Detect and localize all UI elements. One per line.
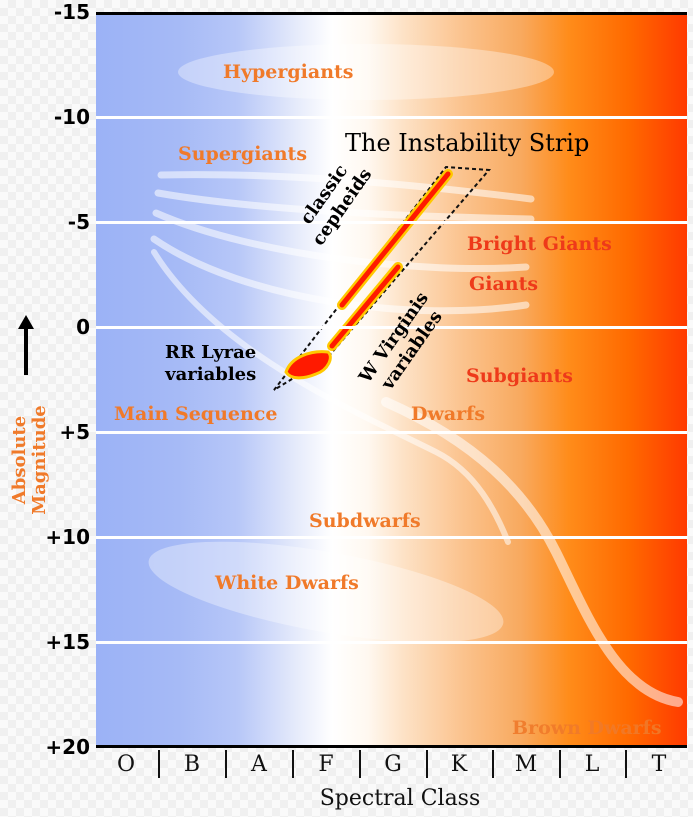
x-separator: [359, 750, 361, 778]
gridline: [96, 641, 687, 644]
gridline: [96, 431, 687, 434]
x-separator: [292, 750, 294, 778]
plot-area: [96, 12, 687, 748]
x-tick-G: G: [384, 752, 402, 777]
diagram-overlay: [148, 44, 683, 707]
x-tick-F: F: [318, 752, 334, 777]
x-separator: [225, 750, 227, 778]
gridline: [96, 221, 687, 224]
y-tick: 0: [76, 315, 90, 339]
rrlyrae-line1: RR Lyrae: [165, 342, 257, 363]
y-axis-title-line2: Magnitude: [29, 405, 50, 515]
y-tick: -5: [67, 210, 90, 234]
label-rr-lyrae: RR Lyrae variables: [165, 342, 256, 386]
y-tick: +5: [59, 420, 90, 444]
x-separator: [559, 750, 561, 778]
y-tick: +20: [45, 735, 90, 759]
instability-strip-title: The Instability Strip: [345, 129, 590, 157]
x-separator: [158, 750, 160, 778]
label-brown-dwarfs: Brown Dwarfs: [512, 717, 662, 739]
label-subgiants: Subgiants: [466, 365, 573, 387]
gridline: [96, 536, 687, 539]
x-tick-K: K: [450, 752, 468, 777]
label-subdwarfs: Subdwarfs: [309, 510, 421, 532]
x-tick-M: M: [514, 752, 538, 777]
y-axis-title: Absolute Magnitude: [9, 400, 50, 520]
up-arrow-icon: [18, 315, 34, 375]
x-separator: [426, 750, 428, 778]
y-axis-title-line1: Absolute: [9, 415, 30, 505]
label-supergiants: Supergiants: [178, 143, 308, 165]
label-bright-giants: Bright Giants: [467, 233, 612, 255]
x-tick-B: B: [183, 752, 201, 777]
y-tick: -15: [53, 0, 90, 24]
x-tick-L: L: [584, 752, 600, 777]
label-giants: Giants: [469, 273, 539, 295]
x-tick-T: T: [651, 752, 667, 777]
x-tick-A: A: [251, 752, 267, 777]
gridline: [96, 326, 687, 329]
gridline: [96, 116, 687, 119]
rrlyrae-line2: variables: [165, 364, 257, 385]
label-white-dwarfs: White Dwarfs: [215, 572, 359, 594]
y-tick: +15: [45, 630, 90, 654]
x-axis-line: [96, 745, 687, 748]
y-tick: +10: [45, 525, 90, 549]
top-border: [96, 12, 687, 15]
y-tick: -10: [53, 105, 90, 129]
x-separator: [625, 750, 627, 778]
x-axis-title: Spectral Class: [319, 786, 481, 811]
x-tick-O: O: [116, 752, 136, 777]
label-main-sequence: Main Sequence: [114, 403, 278, 425]
label-hypergiants: Hypergiants: [223, 61, 354, 83]
label-dwarfs: Dwarfs: [411, 403, 486, 425]
x-separator: [492, 750, 494, 778]
